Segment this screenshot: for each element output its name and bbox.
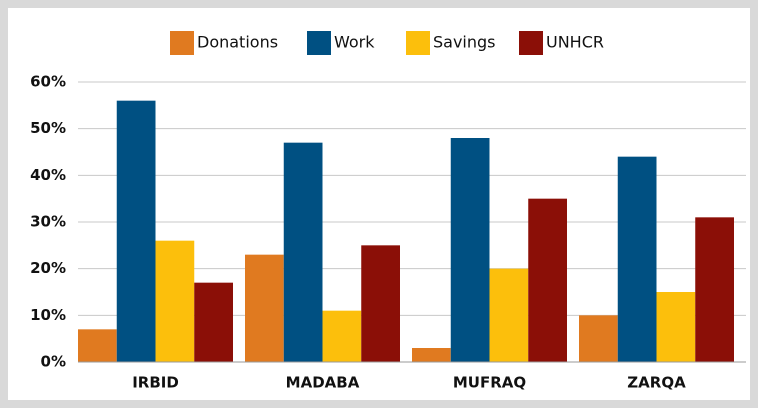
bar — [283, 142, 323, 362]
x-tick-label: MUFRAQ — [453, 374, 526, 392]
legend-label: Savings — [433, 33, 496, 52]
legend-swatch — [406, 31, 430, 55]
x-tick-label: ZARQA — [627, 374, 686, 392]
bar — [361, 245, 400, 362]
bar — [617, 156, 657, 362]
legend-label: UNHCR — [546, 33, 604, 52]
x-tick-label: IRBID — [132, 374, 179, 392]
y-tick-label: 20% — [30, 259, 66, 277]
bar — [695, 217, 734, 362]
y-tick-label: 10% — [30, 306, 66, 324]
bar — [245, 254, 284, 362]
y-tick-label: 30% — [30, 213, 66, 231]
y-tick-label: 50% — [30, 119, 66, 137]
x-tick-label: MADABA — [286, 374, 360, 392]
bar — [579, 315, 618, 362]
bar — [322, 310, 362, 362]
bar — [450, 138, 490, 362]
bar — [155, 240, 195, 362]
bar — [116, 100, 156, 363]
bar — [194, 282, 233, 362]
bar — [412, 348, 451, 362]
bar — [528, 198, 567, 362]
y-tick-label: 0% — [41, 353, 66, 371]
legend-label: Donations — [197, 33, 278, 52]
legend-swatch — [519, 31, 543, 55]
y-tick-label: 60% — [30, 73, 66, 91]
bar — [656, 292, 696, 362]
bar — [78, 329, 117, 362]
legend-swatch — [170, 31, 194, 55]
legend-swatch — [307, 31, 331, 55]
legend-label: Work — [334, 33, 375, 52]
bar — [489, 268, 529, 362]
y-tick-label: 40% — [30, 166, 66, 184]
